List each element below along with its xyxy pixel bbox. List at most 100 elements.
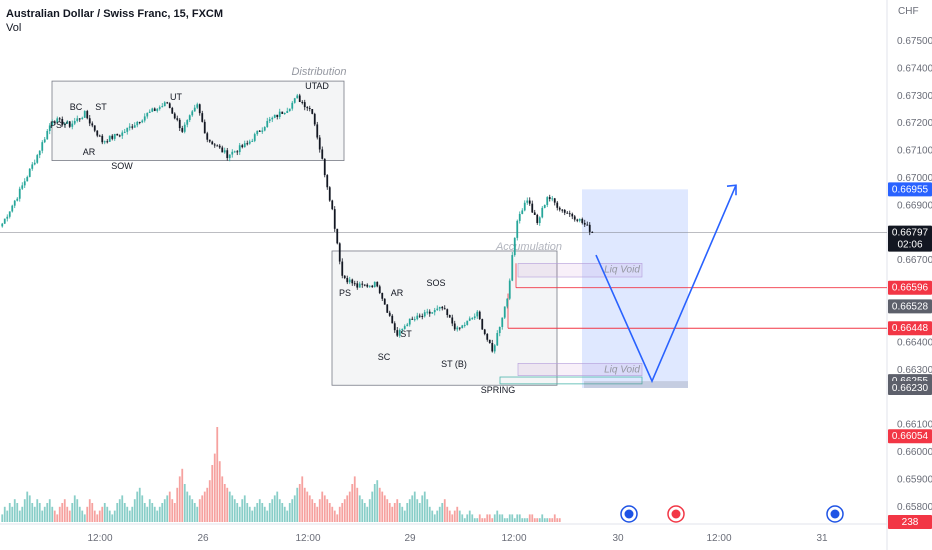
volume-bar xyxy=(361,499,364,522)
price-axis-label-text: 0.66054 xyxy=(892,431,929,442)
candle xyxy=(133,125,136,128)
candle xyxy=(361,283,364,285)
candle xyxy=(318,137,321,150)
candle xyxy=(116,133,119,136)
volume-bar xyxy=(463,518,466,522)
volume-bar xyxy=(26,491,29,522)
volume-bar xyxy=(251,510,254,522)
candle xyxy=(521,210,524,214)
volume-bar xyxy=(153,506,156,522)
x-axis-tick: 12:00 xyxy=(87,533,112,544)
wyckoff-label: SOW xyxy=(111,161,133,171)
candle xyxy=(378,286,381,293)
candle xyxy=(48,125,51,131)
volume-bar xyxy=(171,499,174,522)
volume-bar xyxy=(328,503,331,522)
candle xyxy=(151,108,154,112)
y-axis-tick: 0.66300 xyxy=(897,365,932,376)
y-axis-tick: 0.66400 xyxy=(897,337,932,348)
candle xyxy=(66,121,69,124)
volume-bar xyxy=(546,518,549,522)
volume-bar xyxy=(368,499,371,522)
candle xyxy=(86,111,89,119)
candle xyxy=(443,308,446,310)
volume-bar xyxy=(498,514,501,522)
volume-bar xyxy=(181,468,184,522)
candle xyxy=(306,107,309,109)
volume-bar xyxy=(431,510,434,522)
candle xyxy=(263,127,266,131)
candle xyxy=(406,324,409,327)
volume-bar xyxy=(551,518,554,522)
volume-bar xyxy=(341,503,344,522)
volume-bar xyxy=(528,514,531,522)
candle xyxy=(63,123,66,125)
volume-bar xyxy=(266,510,269,522)
wyckoff-label: ST xyxy=(400,329,412,339)
volume-bar xyxy=(543,518,546,522)
volume-bar xyxy=(211,465,214,522)
zone-label-distribution: Distribution xyxy=(291,66,346,78)
volume-bar xyxy=(83,514,86,522)
volume-bar xyxy=(116,503,119,522)
candle xyxy=(563,209,566,213)
volume-bar xyxy=(88,499,91,522)
candle xyxy=(61,118,64,125)
candle xyxy=(371,285,374,288)
candle xyxy=(158,107,161,109)
volume-bar xyxy=(383,495,386,522)
candle xyxy=(1,223,4,227)
candle xyxy=(88,118,91,124)
volume-bar xyxy=(271,499,274,522)
candle xyxy=(276,114,279,117)
volume-bar xyxy=(241,499,244,522)
volume-bar xyxy=(78,506,81,522)
volume-bar xyxy=(18,510,21,522)
volume-bar xyxy=(293,495,296,522)
candle xyxy=(213,144,216,146)
volume-bar xyxy=(476,518,479,522)
price-axis-label xyxy=(888,321,932,336)
candle xyxy=(368,285,371,287)
volume-bar xyxy=(223,484,226,522)
wyckoff-label: AR xyxy=(391,288,404,298)
candle xyxy=(446,309,449,316)
volume-bar xyxy=(168,491,171,522)
volume-bar xyxy=(358,495,361,522)
candle xyxy=(501,317,504,327)
volume-bar xyxy=(76,499,79,522)
candle xyxy=(463,324,466,326)
candle xyxy=(73,120,76,124)
candle xyxy=(338,243,341,262)
candle xyxy=(43,139,46,143)
candle xyxy=(46,130,49,140)
candle xyxy=(231,151,234,155)
volume-label[interactable]: Vol xyxy=(6,22,22,34)
candle xyxy=(18,188,21,199)
candle xyxy=(588,224,591,232)
candle xyxy=(296,95,299,99)
volume-bar xyxy=(311,499,314,522)
candle xyxy=(138,121,141,123)
volume-bar xyxy=(518,514,521,522)
volume-bar xyxy=(346,495,349,522)
candle xyxy=(578,218,581,221)
candle xyxy=(198,104,201,114)
volume-bar xyxy=(41,510,44,522)
price-axis-label xyxy=(888,280,932,295)
volume-bar xyxy=(501,514,504,522)
candle xyxy=(208,139,211,142)
candle xyxy=(23,181,26,186)
symbol-title[interactable]: Australian Dollar / Swiss Franc, 15, FXC… xyxy=(6,8,224,20)
candle xyxy=(323,158,326,176)
candle xyxy=(121,132,124,136)
volume-bar xyxy=(126,506,129,522)
volume-bar xyxy=(191,499,194,522)
candle xyxy=(566,212,569,214)
volume-bar xyxy=(493,514,496,522)
volume-bar xyxy=(288,503,291,522)
volume-bar xyxy=(56,514,59,522)
candle xyxy=(576,219,579,221)
candle xyxy=(258,130,261,132)
